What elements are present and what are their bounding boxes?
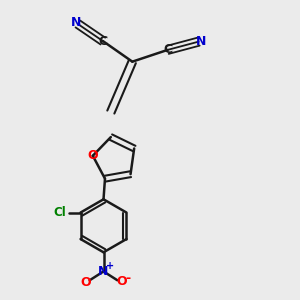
Text: C: C <box>163 44 172 56</box>
Text: -: - <box>126 272 131 285</box>
Text: O: O <box>116 275 127 288</box>
Text: Cl: Cl <box>54 206 66 219</box>
Text: N: N <box>71 16 82 29</box>
Text: N: N <box>196 35 206 48</box>
Text: N: N <box>98 265 109 278</box>
Text: C: C <box>98 34 107 48</box>
Text: O: O <box>80 276 91 289</box>
Text: O: O <box>88 149 98 162</box>
Text: +: + <box>106 261 114 271</box>
